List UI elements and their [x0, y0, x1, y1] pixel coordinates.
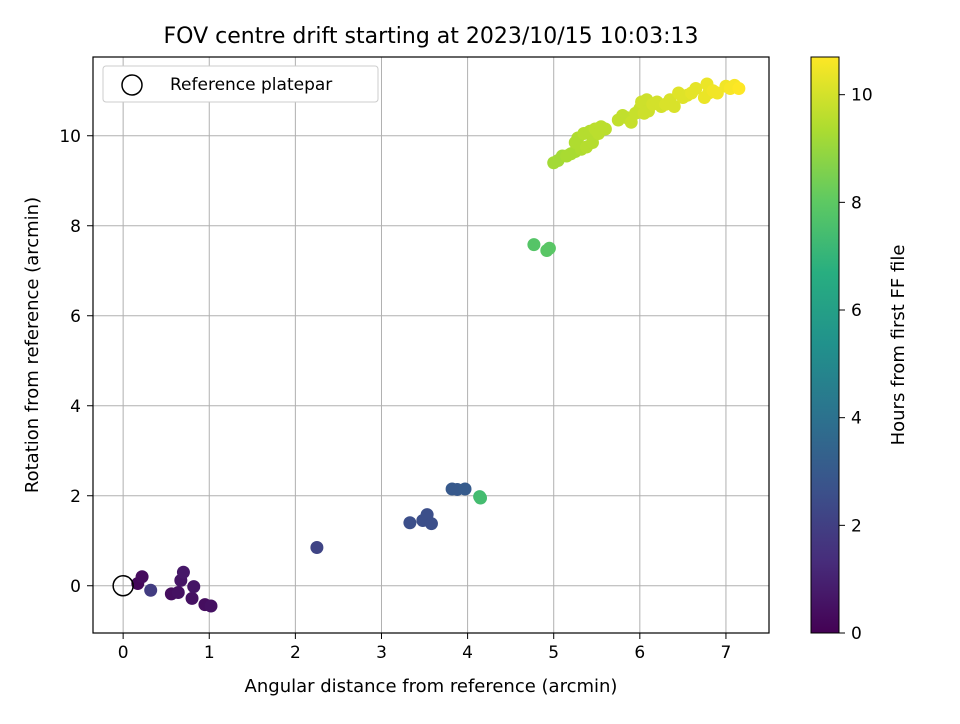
y-axis-ticks: 0 2 4 6 8 10 — [59, 127, 93, 597]
data-point — [689, 82, 703, 95]
colorbar — [810, 56, 840, 634]
data-point — [527, 238, 541, 252]
y-tick-label: 8 — [70, 217, 81, 237]
legend-marker-reference — [121, 74, 143, 96]
colorbar-tick-label: 6 — [851, 301, 862, 321]
y-tick-label: 6 — [70, 307, 81, 327]
data-point — [732, 82, 746, 95]
x-tick-label: 6 — [634, 643, 645, 663]
colorbar-tick-label: 10 — [851, 86, 873, 106]
data-points — [131, 77, 746, 613]
legend-box — [102, 65, 379, 103]
data-point — [598, 122, 612, 136]
colorbar-tick-label: 2 — [851, 516, 862, 536]
y-tick-label: 10 — [59, 127, 81, 147]
x-tick-label: 3 — [376, 643, 387, 663]
grid-lines — [93, 57, 769, 633]
colorbar-label: Hours from first FF file — [888, 245, 909, 446]
x-tick-label: 4 — [462, 643, 473, 663]
y-tick-label: 4 — [70, 397, 81, 417]
data-point — [204, 599, 218, 613]
data-point — [176, 565, 190, 579]
colorbar-tick-label: 0 — [851, 624, 862, 644]
data-point — [187, 580, 201, 594]
reference-platepar-marker — [112, 575, 134, 597]
data-point — [403, 516, 417, 530]
data-point — [171, 586, 185, 599]
data-point — [185, 591, 199, 605]
data-point — [135, 570, 149, 584]
data-point — [667, 100, 681, 113]
x-tick-label: 5 — [548, 643, 559, 663]
x-tick-label: 0 — [118, 643, 129, 663]
y-tick-label: 0 — [70, 577, 81, 597]
x-axis-label: Angular distance from reference (arcmin) — [245, 676, 618, 697]
x-tick-label: 2 — [290, 643, 301, 663]
chart-title: FOV centre drift starting at 2023/10/15 … — [164, 24, 699, 49]
data-point — [542, 241, 556, 255]
data-point — [474, 491, 488, 505]
y-tick-label: 2 — [70, 487, 81, 507]
legend-entry-reference: Reference platepar — [170, 75, 332, 95]
colorbar-tick-label: 8 — [851, 193, 862, 213]
y-axis-label: Rotation from reference (arcmin) — [22, 197, 43, 493]
x-axis-ticks: 0 1 2 3 4 5 6 7 — [118, 633, 732, 663]
data-point — [144, 583, 158, 597]
x-tick-label: 1 — [204, 643, 215, 663]
colorbar-ticks: 0 2 4 6 8 10 — [839, 86, 873, 644]
x-tick-label: 7 — [721, 643, 732, 663]
data-point — [310, 541, 324, 554]
colorbar-tick-label: 4 — [851, 409, 862, 429]
legend: Reference platepar — [102, 65, 379, 103]
data-point — [458, 482, 472, 496]
plot-frame — [92, 56, 770, 634]
data-point — [424, 517, 438, 531]
